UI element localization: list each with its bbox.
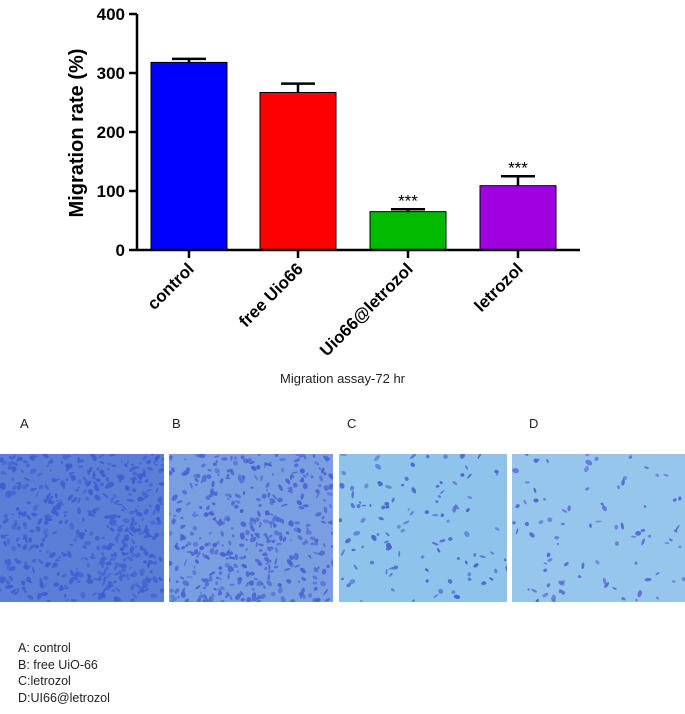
x-axis: control free Uio66 Uio66@letrozol letrozol bbox=[137, 248, 580, 360]
panel-letter: B bbox=[172, 416, 181, 431]
y-tick-label: 300 bbox=[97, 64, 125, 83]
chart-caption: Migration assay-72 hr bbox=[280, 371, 405, 386]
panel-legend: A: control B: free UiO-66 C:letrozol D:U… bbox=[18, 640, 110, 706]
y-axis-title: Migration rate (%) bbox=[66, 49, 88, 218]
y-tick-label: 100 bbox=[97, 182, 125, 201]
legend-line-c: C:letrozol bbox=[18, 674, 71, 688]
y-tick-label: 200 bbox=[97, 123, 125, 142]
x-tick-label: Uio66@letrozol bbox=[316, 259, 417, 360]
bars: *** *** bbox=[150, 57, 557, 251]
microscopy-image bbox=[0, 454, 164, 602]
panel-letter: A bbox=[20, 416, 29, 431]
y-axis: 0 100 200 300 400 bbox=[97, 5, 139, 260]
y-tick-label: 400 bbox=[97, 5, 125, 24]
x-tick-label: control bbox=[144, 259, 198, 313]
legend-line-d: D:UI66@letrozol bbox=[18, 690, 110, 705]
microscopy-image bbox=[339, 454, 507, 602]
legend-line-b: B: free UiO-66 bbox=[18, 657, 98, 672]
microscopy-image bbox=[512, 454, 685, 602]
significance-label: *** bbox=[508, 158, 528, 177]
panel-letter: D bbox=[529, 416, 539, 431]
x-tick-label: free Uio66 bbox=[235, 259, 307, 331]
bar-chart: 0 100 200 300 400 *** *** control free Uio66 Ui… bbox=[66, 5, 580, 360]
bar bbox=[150, 61, 228, 251]
bar bbox=[259, 91, 337, 251]
microscopy-image bbox=[169, 454, 333, 602]
significance-label: *** bbox=[398, 191, 418, 210]
x-tick-label: letrozol bbox=[471, 259, 527, 315]
bar bbox=[479, 185, 557, 251]
panel-letter: C bbox=[347, 416, 357, 431]
y-tick-label: 0 bbox=[116, 241, 125, 260]
bar bbox=[369, 211, 447, 251]
legend-line-a: A: control bbox=[18, 641, 71, 655]
